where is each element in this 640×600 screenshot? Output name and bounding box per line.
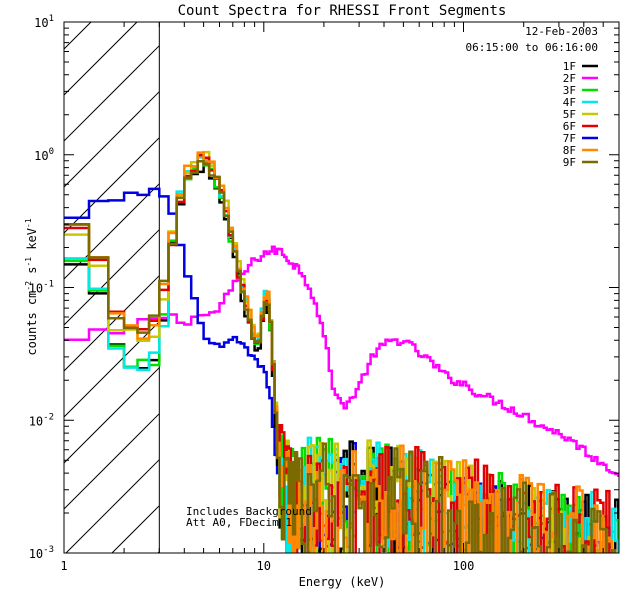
series-line-8F	[64, 151, 614, 553]
annotation-background: Includes Background	[186, 505, 312, 518]
series-line-2F	[64, 245, 619, 478]
legend-label-1F: 1F	[563, 60, 576, 73]
x-tick-label: 100	[453, 559, 475, 573]
y-tick-label: 10-2	[29, 412, 54, 428]
chart-title: Count Spectra for RHESSI Front Segments	[178, 3, 507, 19]
series-line-5F	[64, 150, 614, 553]
y-tick-label: 10-1	[29, 280, 54, 296]
date-label: 12-Feb-2003	[525, 25, 598, 38]
legend-label-7F: 7F	[563, 132, 576, 145]
legend-label-6F: 6F	[563, 120, 576, 133]
legend-label-5F: 5F	[563, 108, 576, 121]
x-tick-label: 10	[257, 559, 271, 573]
y-axis-label: counts cm-2 s-1 keV-1	[24, 218, 39, 355]
annotation-attenuator: Att A0, FDecim 1	[186, 516, 292, 529]
legend-label-3F: 3F	[563, 84, 576, 97]
legend-label-9F: 9F	[563, 156, 576, 169]
y-tick-label: 101	[34, 14, 54, 30]
legend-label-2F: 2F	[563, 72, 576, 85]
time-range-label: 06:15:00 to 06:16:00	[466, 41, 598, 54]
x-tick-label: 1	[60, 559, 67, 573]
legend-label-8F: 8F	[563, 144, 576, 157]
series-layer	[64, 150, 619, 553]
axes	[63, 21, 620, 554]
y-tick-label: 10-3	[29, 545, 54, 561]
x-axis-label: Energy (keV)	[299, 575, 386, 589]
series-line-9F	[64, 159, 617, 553]
tick-labels: 1 10 100 10-3 10-2 10-1 100 101	[29, 14, 475, 573]
legend-label-4F: 4F	[563, 96, 576, 109]
hatch-lines	[63, 21, 160, 554]
y-tick-label: 100	[34, 147, 54, 163]
axis-ticks	[63, 22, 620, 554]
